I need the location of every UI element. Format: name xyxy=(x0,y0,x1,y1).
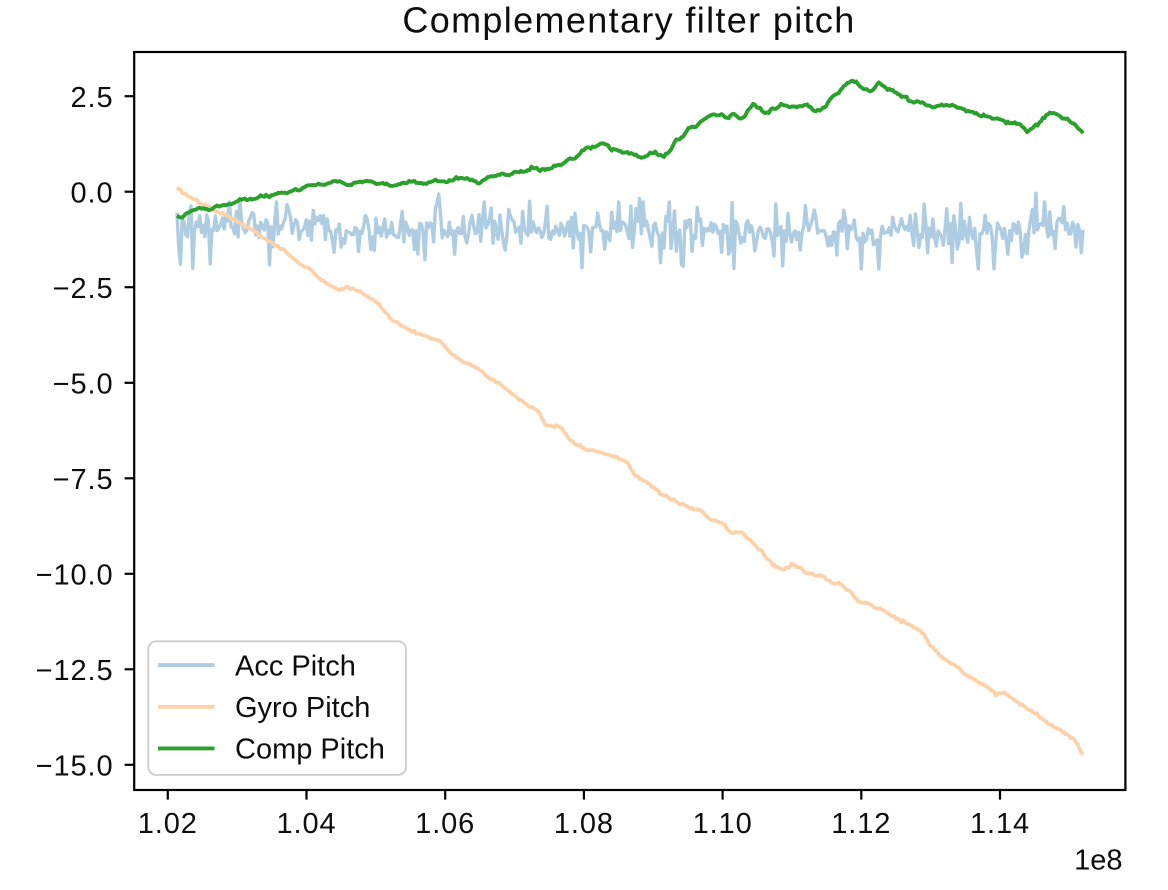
svg-text:1.12: 1.12 xyxy=(831,808,891,840)
svg-text:Acc Pitch: Acc Pitch xyxy=(235,650,356,682)
svg-text:−7.5: −7.5 xyxy=(53,464,114,496)
svg-text:1.02: 1.02 xyxy=(138,808,198,840)
svg-text:Complementary filter pitch: Complementary filter pitch xyxy=(402,0,855,41)
svg-text:−5.0: −5.0 xyxy=(53,368,114,400)
svg-text:0.0: 0.0 xyxy=(70,177,113,209)
svg-text:1.14: 1.14 xyxy=(970,808,1030,840)
svg-text:1.08: 1.08 xyxy=(554,808,614,840)
svg-text:1.10: 1.10 xyxy=(693,808,753,840)
svg-text:−15.0: −15.0 xyxy=(36,750,114,782)
svg-text:1.06: 1.06 xyxy=(415,808,475,840)
svg-text:−2.5: −2.5 xyxy=(53,273,114,305)
svg-text:2.5: 2.5 xyxy=(70,82,113,114)
svg-text:Gyro Pitch: Gyro Pitch xyxy=(235,692,370,724)
svg-text:1e8: 1e8 xyxy=(1074,845,1122,877)
svg-text:−10.0: −10.0 xyxy=(36,559,114,591)
svg-text:−12.5: −12.5 xyxy=(36,655,114,687)
svg-text:1.04: 1.04 xyxy=(276,808,336,840)
svg-text:Comp Pitch: Comp Pitch xyxy=(235,734,385,766)
